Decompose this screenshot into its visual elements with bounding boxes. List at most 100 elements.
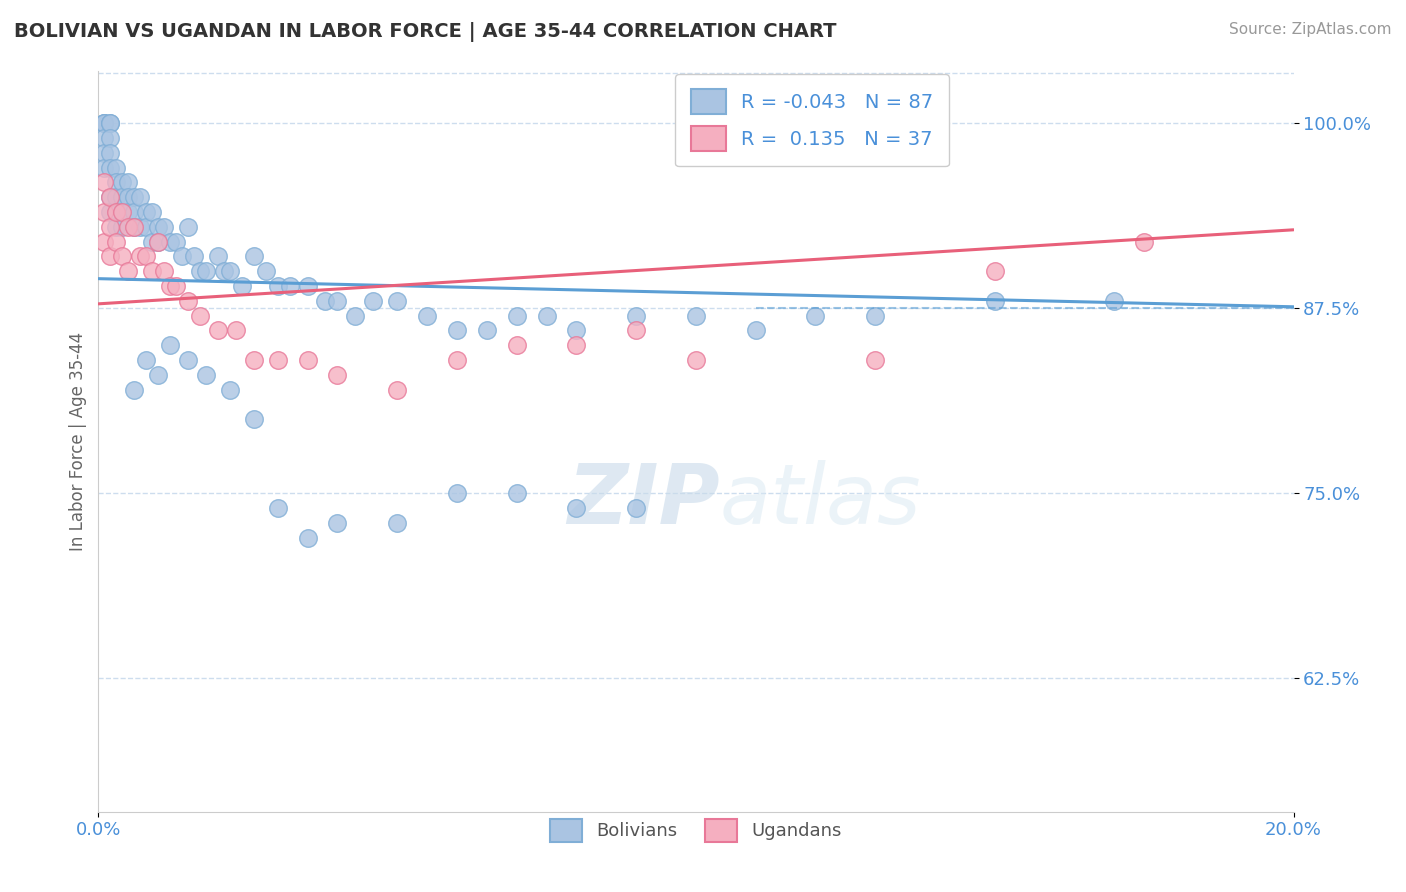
Point: [685, 309, 707, 323]
Point: [446, 324, 468, 338]
Point: [297, 353, 319, 368]
Point: [98, 116, 122, 130]
Point: [148, 235, 170, 249]
Point: [385, 383, 409, 397]
Point: [159, 279, 181, 293]
Point: [231, 279, 253, 293]
Text: atlas: atlas: [720, 460, 921, 541]
Point: [219, 264, 242, 278]
Point: [98, 190, 122, 204]
Point: [624, 309, 647, 323]
Point: [194, 264, 218, 278]
Point: [194, 368, 218, 382]
Point: [129, 190, 152, 204]
Point: [416, 309, 439, 323]
Point: [219, 383, 242, 397]
Point: [685, 353, 707, 368]
Point: [315, 293, 337, 308]
Point: [446, 353, 468, 368]
Point: [165, 279, 187, 293]
Point: [385, 293, 409, 308]
Point: [111, 249, 134, 264]
Point: [124, 219, 146, 234]
Point: [111, 190, 134, 204]
Point: [243, 249, 266, 264]
Point: [475, 324, 498, 338]
Point: [385, 516, 409, 530]
Legend: Bolivians, Ugandans: Bolivians, Ugandans: [537, 806, 855, 855]
Point: [172, 249, 194, 264]
Point: [111, 176, 134, 190]
Point: [624, 501, 647, 516]
Point: [111, 205, 134, 219]
Point: [212, 264, 235, 278]
Point: [93, 235, 115, 249]
Point: [188, 309, 211, 323]
Point: [153, 264, 176, 278]
Point: [135, 219, 157, 234]
Point: [98, 145, 122, 160]
Point: [148, 219, 170, 234]
Point: [207, 249, 229, 264]
Point: [159, 338, 181, 352]
Point: [326, 368, 349, 382]
Point: [105, 205, 128, 219]
Point: [165, 235, 187, 249]
Text: BOLIVIAN VS UGANDAN IN LABOR FORCE | AGE 35-44 CORRELATION CHART: BOLIVIAN VS UGANDAN IN LABOR FORCE | AGE…: [14, 22, 837, 42]
Point: [745, 324, 768, 338]
Y-axis label: In Labor Force | Age 35-44: In Labor Force | Age 35-44: [69, 332, 87, 551]
Point: [93, 176, 115, 190]
Point: [124, 205, 146, 219]
Point: [865, 309, 887, 323]
Point: [865, 353, 887, 368]
Point: [105, 161, 128, 175]
Point: [93, 116, 115, 130]
Point: [117, 190, 139, 204]
Point: [98, 249, 122, 264]
Point: [177, 353, 200, 368]
Point: [105, 176, 128, 190]
Point: [344, 309, 367, 323]
Point: [98, 161, 122, 175]
Point: [506, 486, 529, 500]
Point: [141, 235, 163, 249]
Point: [278, 279, 301, 293]
Point: [117, 176, 139, 190]
Point: [804, 309, 827, 323]
Point: [983, 264, 1005, 278]
Point: [93, 116, 115, 130]
Point: [129, 219, 152, 234]
Point: [124, 219, 146, 234]
Point: [363, 293, 385, 308]
Point: [111, 205, 134, 219]
Point: [267, 501, 290, 516]
Point: [1104, 293, 1126, 308]
Point: [207, 324, 229, 338]
Point: [565, 324, 588, 338]
Point: [111, 219, 134, 234]
Point: [506, 338, 529, 352]
Point: [148, 368, 170, 382]
Point: [177, 219, 200, 234]
Point: [536, 309, 558, 323]
Point: [624, 324, 647, 338]
Point: [243, 353, 266, 368]
Point: [159, 235, 181, 249]
Point: [105, 205, 128, 219]
Point: [1133, 235, 1156, 249]
Text: ZIP: ZIP: [567, 460, 720, 541]
Point: [506, 309, 529, 323]
Point: [98, 219, 122, 234]
Point: [297, 531, 319, 545]
Point: [177, 293, 200, 308]
Point: [105, 190, 128, 204]
Point: [297, 279, 319, 293]
Point: [135, 353, 157, 368]
Point: [129, 249, 152, 264]
Point: [117, 205, 139, 219]
Point: [983, 293, 1005, 308]
Point: [93, 116, 115, 130]
Point: [93, 205, 115, 219]
Point: [93, 131, 115, 145]
Point: [117, 219, 139, 234]
